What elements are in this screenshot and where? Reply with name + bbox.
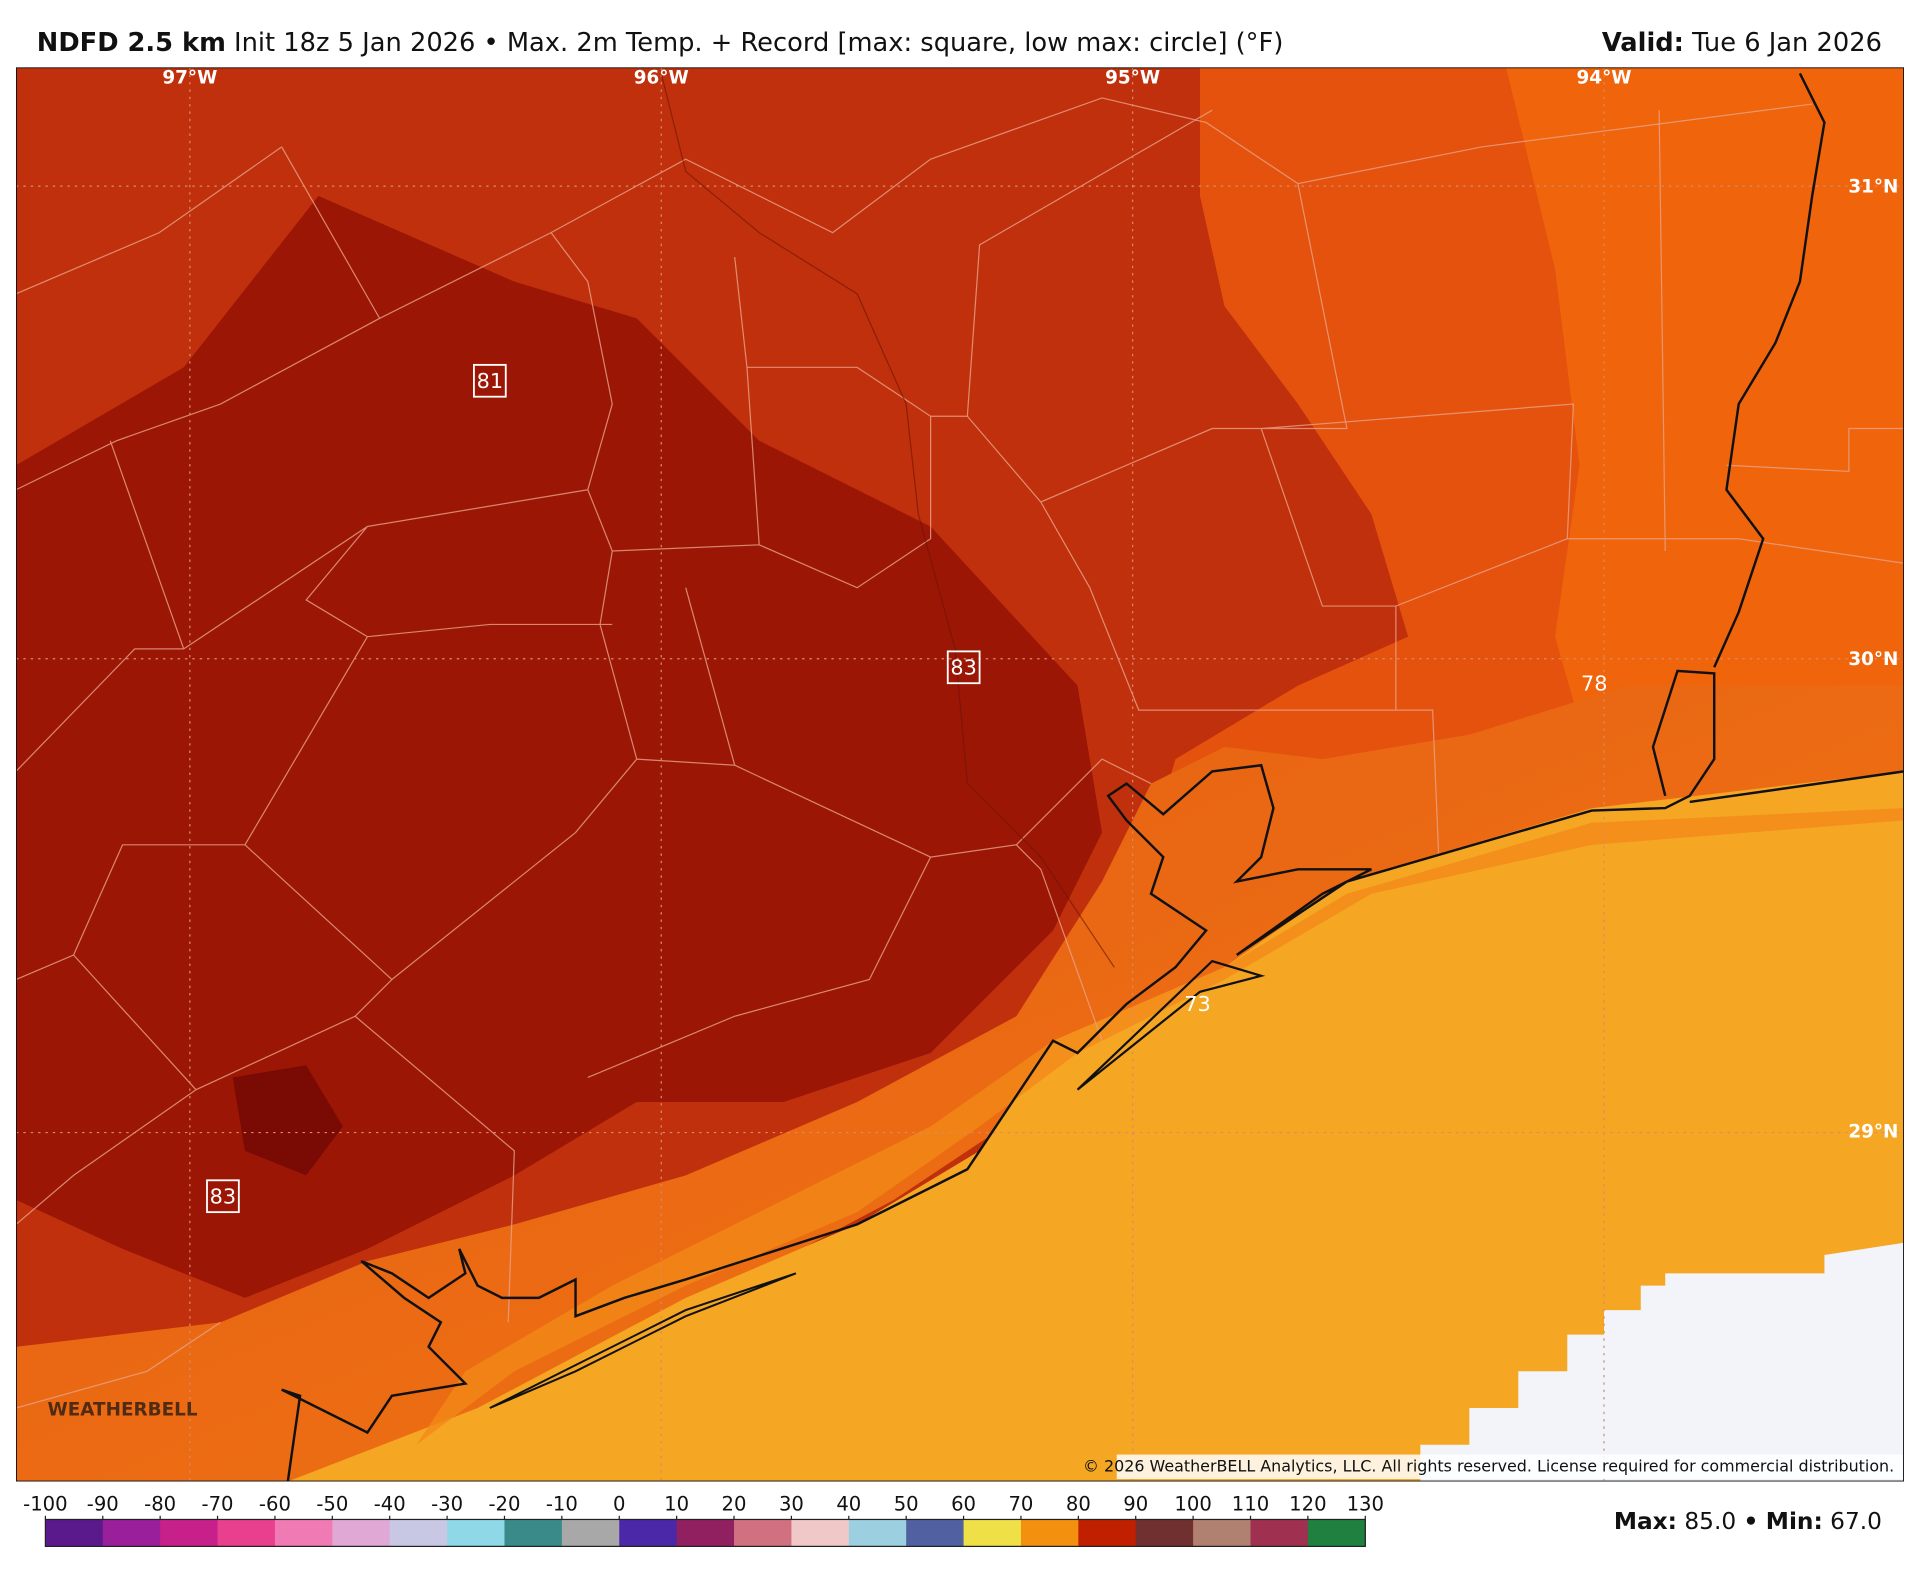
model-name: NDFD 2.5 km [37,27,226,57]
longitude-label: 97°W [162,67,217,88]
latitude-label: 30°N [1848,649,1898,670]
inland-hot-region [16,195,1103,1298]
colorbar-segment [963,1519,1022,1547]
colorbar-segment [619,1519,678,1547]
colorbar-tick-label: -50 [316,1492,348,1515]
colorbar-segment [561,1519,620,1547]
colorbar-segment [447,1519,506,1547]
colorbar-tick-label: 20 [722,1492,747,1515]
no-data-region [1420,1242,1904,1482]
colorbar-tick-label: 130 [1347,1492,1384,1515]
coastal-region [16,685,1904,1482]
colorbar-tick-label: -30 [431,1492,463,1515]
colorbar-segment [45,1519,104,1547]
max-label: Max: [1614,1507,1677,1534]
colorbar-segment [1307,1519,1366,1547]
valid-label: Valid: [1602,27,1684,57]
valid-date: Tue 6 Jan 2026 [1691,27,1882,57]
colorbar-tick-label: 50 [894,1492,919,1515]
colorbar-tick-label: 70 [1008,1492,1033,1515]
header-description: Init 18z 5 Jan 2026 • Max. 2m Temp. + Re… [234,27,1283,57]
record-value: 83 [210,1184,236,1208]
colorbar-segment [274,1519,333,1547]
record-value: 78 [1581,671,1607,695]
copyright: © 2026 WeatherBELL Analytics, LLC. All r… [1083,1456,1894,1475]
colorbar-segment [160,1519,219,1547]
colorbar-segment [1020,1519,1079,1547]
watermark: WEATHERBELL [47,1399,197,1420]
colorbar-segment [1135,1519,1194,1547]
colorbar-tick-label: -60 [259,1492,291,1515]
colorbar-tick-label: 120 [1289,1492,1326,1515]
copyright-box [1116,1454,1903,1480]
colorbar-segment [848,1519,907,1547]
colorbar-segment [217,1519,276,1547]
colorbar-tick-label: 90 [1123,1492,1148,1515]
gulf-region [287,771,1904,1482]
colorbar-segment [1250,1519,1309,1547]
colorbar-segment [332,1519,391,1547]
colorbar-tick-label: 80 [1066,1492,1091,1515]
separator: • [1744,1507,1759,1534]
colorbar-segment [102,1519,161,1547]
colorbar-segment [906,1519,965,1547]
record-value: 81 [477,369,503,393]
colorbar-segment [1193,1519,1252,1547]
record-max-box [473,363,507,398]
colorbar-segment [734,1519,793,1547]
colorbar-segment [504,1519,563,1547]
coastline [281,669,1904,1482]
colorbar-tick-label: 110 [1232,1492,1269,1515]
colorbar-tick-label: 40 [836,1492,861,1515]
colorbar-tick-label: 30 [779,1492,804,1515]
longitude-label: 96°W [634,67,689,88]
record-value: 83 [950,656,976,680]
valid-time: Valid: Tue 6 Jan 2026 [1602,27,1882,57]
colorbar-tick-label: -10 [546,1492,578,1515]
colorbar-tick-label: -80 [144,1492,176,1515]
map [16,67,1904,1482]
colorbar-tick-label: 100 [1174,1492,1211,1515]
record-max-box [206,1179,240,1214]
colorbar-segment [389,1519,448,1547]
colorbar-tick-label: 10 [664,1492,689,1515]
colorbar-tick-label: 0 [613,1492,625,1515]
colorbar-segment [676,1519,735,1547]
colorbar-tick-label: -20 [488,1492,520,1515]
colorbar-tick-label: 60 [951,1492,976,1515]
barrier-island [489,1272,797,1409]
latitude-label: 29°N [1848,1122,1898,1143]
stats: Max: 85.0 • Min: 67.0 [1614,1507,1882,1534]
header-title: NDFD 2.5 km Init 18z 5 Jan 2026 • Max. 2… [37,27,1284,57]
latitude-label: 31°N [1848,176,1898,197]
colorbar-tick-label: -40 [374,1492,406,1515]
max-value: 85.0 [1684,1507,1736,1534]
hottest-spot [232,1065,343,1176]
colorbar-tick-label: -90 [87,1492,119,1515]
overlay: 97°W 96°W 95°W 94°W 31°N 30°N 29°N 81 83 83 78 73 -1… [23,67,1898,1548]
min-label: Min: [1766,1507,1823,1534]
longitude-label: 94°W [1577,67,1632,88]
barrier-island [1076,959,1266,1091]
colorbar-frame [44,1518,1366,1548]
min-value: 67.0 [1830,1507,1882,1534]
record-value: 73 [1184,992,1210,1016]
colorbar-tick-label: -100 [23,1492,67,1515]
colorbar-segment [1078,1519,1137,1547]
longitude-label: 95°W [1105,67,1160,88]
colorbar-tick-label: -70 [202,1492,234,1515]
state-border [1713,72,1826,668]
colorbar-segment [791,1519,850,1547]
highway [660,73,1115,968]
record-max-box [946,650,981,685]
